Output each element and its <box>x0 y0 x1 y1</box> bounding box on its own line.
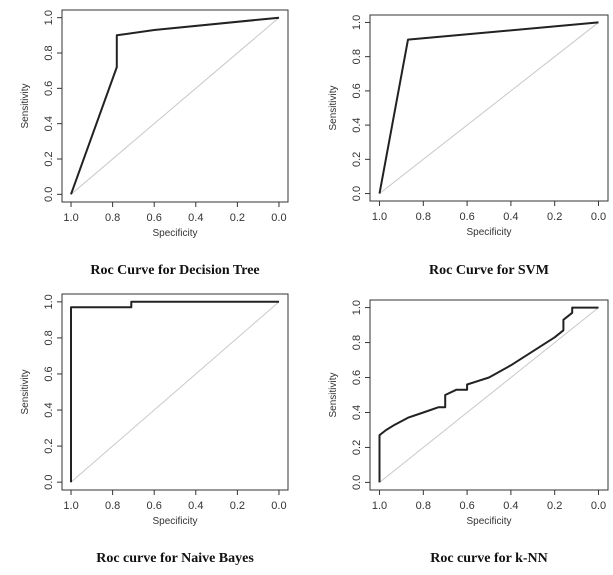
chart-2: 1.0 0.8 0.6 0.4 0.2 0.0 0.0 0.2 0.4 0.6 0.8 1.0 Spec… <box>328 14 609 278</box>
chart-4-x-tick-label: 0.6 <box>459 500 474 512</box>
chart-4-x-tick-label: 1.0 <box>372 500 387 512</box>
chart-3-y-tick-label: 0.4 <box>43 402 55 417</box>
chart-3-roc-curve <box>70 300 279 483</box>
chart-1-plot-frame <box>61 9 289 203</box>
chart-3-x-tick-label: 0.6 <box>147 500 162 512</box>
chart-2-y-tick-label: 0.4 <box>351 117 363 132</box>
chart-3-caption: Roc curve for Naive Bayes <box>96 551 254 566</box>
chart-3-plot-frame <box>61 293 289 491</box>
chart-3-x-tick-label: 0.4 <box>188 500 203 512</box>
chart-4-y-tick-label: 0.8 <box>351 335 363 350</box>
chart-4-caption: Roc curve for k-NN <box>430 551 548 566</box>
chart-3-y-tick-label: 1.0 <box>43 294 55 309</box>
chart-4-y-tick-label: 0.4 <box>351 405 363 420</box>
chart-4-x-tick-label: 0.2 <box>547 500 562 512</box>
chart-4-y-tick-label: 0.2 <box>351 440 363 455</box>
chart-4-reference-diagonal <box>379 307 599 483</box>
chart-2-y-axis-label: Sensitivity <box>328 85 339 130</box>
chart-2-roc-curve <box>378 21 599 194</box>
chart-3-x-tick-label: 0.8 <box>105 500 120 512</box>
chart-3-x-tick-label: 0.2 <box>230 500 245 512</box>
chart-1-y-tick-label: 0.6 <box>43 81 55 96</box>
chart-3-y-tick-label: 0.2 <box>43 438 55 453</box>
chart-1-x-tick-label: 1.0 <box>63 212 78 224</box>
chart-2-plot-frame <box>369 14 609 202</box>
chart-4-x-axis-label: Specificity <box>466 516 511 527</box>
chart-4: 1.0 0.8 0.6 0.4 0.2 0.0 0.0 0.2 0.4 0.6 0.8 1.0 Spec… <box>328 299 609 566</box>
chart-2-x-tick-label: 0.8 <box>416 211 431 223</box>
chart-2-x-tick-label: 0.6 <box>459 211 474 223</box>
chart-4-plot-frame <box>369 299 609 491</box>
chart-3-x-tick-label: 1.0 <box>63 500 78 512</box>
chart-2-y-tick-label: 0.0 <box>351 186 363 201</box>
chart-2-y-tick-label: 1.0 <box>351 15 363 30</box>
chart-2-x-tick-label: 1.0 <box>372 211 387 223</box>
chart-4-y-tick-label: 0.6 <box>351 370 363 385</box>
chart-1-roc-curve <box>70 16 280 195</box>
chart-2-x-axis-label: Specificity <box>466 227 511 238</box>
chart-2-y-tick-label: 0.8 <box>351 49 363 64</box>
chart-1-x-tick-label: 0.6 <box>147 212 162 224</box>
chart-1: 1.0 0.8 0.6 0.4 0.2 0.0 0.0 0.2 0.4 0.6 0.8 1.0 Spec… <box>20 9 289 278</box>
chart-1-y-tick-label: 0.8 <box>43 45 55 60</box>
chart-4-y-tick-label: 1.0 <box>351 300 363 315</box>
chart-1-reference-diagonal <box>70 17 280 195</box>
chart-2-x-tick-label: 0.0 <box>591 211 606 223</box>
chart-3: 1.0 0.8 0.6 0.4 0.2 0.0 0.0 0.2 0.4 0.6 0.8 1.0 Spec… <box>20 293 289 566</box>
chart-1-y-tick-label: 0.4 <box>43 116 55 131</box>
chart-4-x-tick-label: 0.0 <box>591 500 606 512</box>
chart-2-x-tick-label: 0.4 <box>503 211 518 223</box>
chart-3-x-axis-label: Specificity <box>152 516 197 527</box>
chart-4-roc-curve <box>378 306 599 483</box>
chart-1-y-axis-label: Sensitivity <box>20 83 31 128</box>
chart-2-y-tick-label: 0.2 <box>351 152 363 167</box>
chart-4-x-tick-label: 0.4 <box>503 500 518 512</box>
chart-1-y-tick-label: 0.0 <box>43 187 55 202</box>
chart-2-y-tick-label: 0.6 <box>351 83 363 98</box>
chart-1-x-tick-label: 0.4 <box>188 212 203 224</box>
chart-1-x-axis-label: Specificity <box>152 228 197 239</box>
chart-3-y-tick-label: 0.0 <box>43 475 55 490</box>
chart-4-y-axis-label: Sensitivity <box>328 372 339 417</box>
chart-1-y-tick-label: 1.0 <box>43 10 55 25</box>
chart-3-y-axis-label: Sensitivity <box>20 369 31 414</box>
chart-1-x-tick-label: 0.2 <box>230 212 245 224</box>
chart-3-y-tick-label: 0.8 <box>43 330 55 345</box>
chart-1-x-tick-label: 0.0 <box>271 212 286 224</box>
chart-1-y-tick-label: 0.2 <box>43 151 55 166</box>
chart-1-caption: Roc Curve for Decision Tree <box>90 263 259 278</box>
chart-2-caption: Roc Curve for SVM <box>429 263 549 278</box>
chart-4-y-tick-label: 0.0 <box>351 475 363 490</box>
chart-3-reference-diagonal <box>70 301 280 483</box>
chart-1-x-tick-label: 0.8 <box>105 212 120 224</box>
chart-2-x-tick-label: 0.2 <box>547 211 562 223</box>
chart-3-x-tick-label: 0.0 <box>271 500 286 512</box>
chart-3-y-tick-label: 0.6 <box>43 366 55 381</box>
chart-4-x-tick-label: 0.8 <box>416 500 431 512</box>
chart-2-reference-diagonal <box>379 22 599 194</box>
